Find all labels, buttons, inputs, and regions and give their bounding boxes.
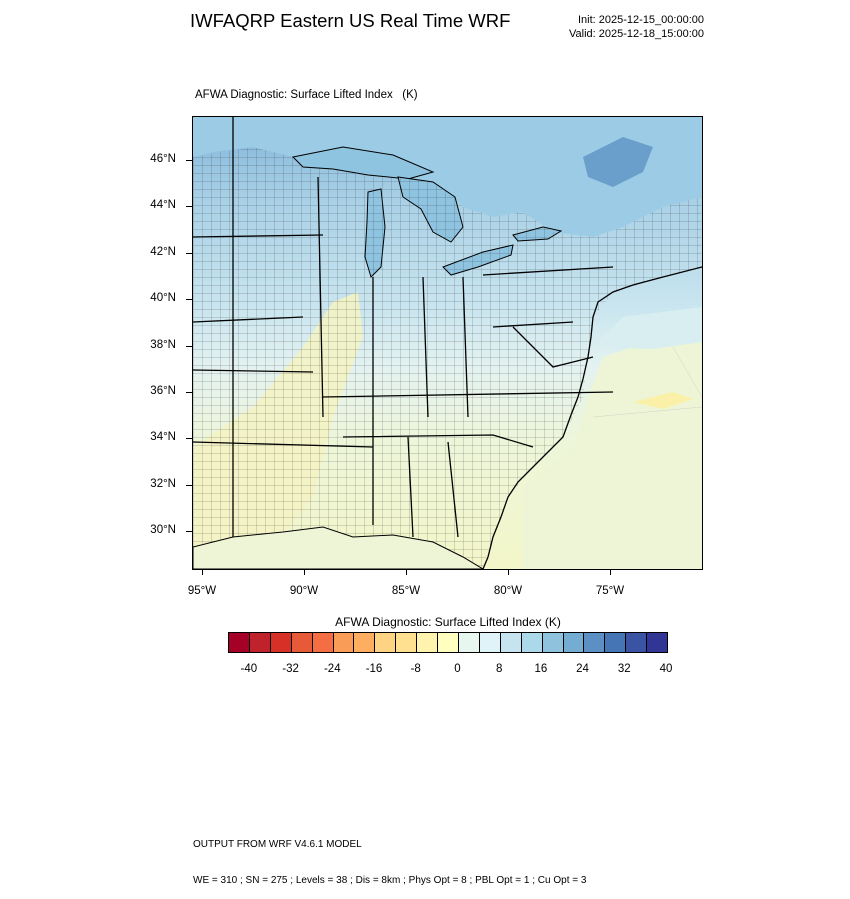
longitude-tick — [406, 569, 407, 575]
latitude-label: 32°N — [150, 478, 176, 490]
latitude-label: 38°N — [150, 339, 176, 351]
longitude-tick — [610, 569, 611, 575]
colorbar-swatch — [312, 633, 334, 652]
atlantic-ocean-mid — [593, 307, 702, 349]
latitude-label: 44°N — [150, 199, 176, 211]
latitude-label: 36°N — [150, 385, 176, 397]
colorbar-swatch — [563, 633, 585, 652]
field-subtitle: AFWA Diagnostic: Surface Lifted Index (K… — [195, 89, 418, 101]
colorbar-swatch — [521, 633, 543, 652]
colorbar-swatch — [375, 633, 397, 652]
colorbar-tick-label: -24 — [323, 663, 341, 675]
latitude-tick — [186, 206, 192, 207]
longitude-tick — [508, 569, 509, 575]
colorbar-swatch — [270, 633, 292, 652]
colorbar-tick-label: 40 — [659, 663, 673, 675]
latitude-label: 34°N — [150, 431, 176, 443]
longitude-tick — [202, 569, 203, 575]
lifted-index-map — [193, 117, 702, 569]
latitude-tick — [186, 160, 192, 161]
longitude-label: 90°W — [289, 585, 319, 597]
graticule — [592, 346, 702, 418]
colorbar-swatch — [417, 633, 439, 652]
latitude-tick — [186, 299, 192, 300]
instability-patch-ocean — [633, 392, 693, 409]
colorbar-tick-label: 16 — [534, 663, 548, 675]
colorbar-swatch — [479, 633, 501, 652]
colorbar-tick-label: -16 — [365, 663, 383, 675]
latitude-tick — [186, 392, 192, 393]
latitude-tick — [186, 438, 192, 439]
colorbar-swatch — [396, 633, 418, 652]
colorbar — [228, 632, 668, 653]
map-panel — [192, 116, 703, 570]
run-times: Init: 2025-12-15_00:00:00 Valid: 2025-12… — [569, 13, 704, 41]
colorbar-tick-label: 32 — [617, 663, 631, 675]
latitude-label: 46°N — [150, 153, 176, 165]
colorbar-swatch — [626, 633, 648, 652]
colorbar-swatch — [438, 633, 459, 652]
valid-time: Valid: 2025-12-18_15:00:00 — [569, 28, 704, 40]
longitude-label: 75°W — [595, 585, 625, 597]
colorbar-swatch — [291, 633, 313, 652]
canada-dark-patch — [583, 137, 653, 187]
colorbar-tick-label: 0 — [454, 663, 461, 675]
colorbar-tick-label: 8 — [495, 663, 503, 675]
model-info-line-1: OUTPUT FROM WRF V4.6.1 MODEL — [193, 839, 362, 850]
colorbar-title: AFWA Diagnostic: Surface Lifted Index (K… — [335, 615, 561, 629]
model-info-line-2: WE = 310 ; SN = 275 ; Levels = 38 ; Dis … — [193, 875, 587, 886]
colorbar-swatch — [500, 633, 522, 652]
colorbar-swatch — [458, 633, 480, 652]
longitude-label: 85°W — [391, 585, 421, 597]
colorbar-swatch — [605, 633, 627, 652]
latitude-tick — [186, 253, 192, 254]
state-boundaries — [193, 117, 614, 538]
latitude-tick — [186, 485, 192, 486]
county-boundaries — [193, 147, 702, 569]
atlantic-ocean-south — [523, 332, 702, 569]
canada-region — [193, 117, 702, 237]
colorbar-swatch — [584, 633, 606, 652]
longitude-label: 95°W — [187, 585, 217, 597]
colorbar-swatch — [354, 633, 376, 652]
colorbar-tick-label: -8 — [410, 663, 421, 675]
colorbar-swatch — [229, 633, 250, 652]
latitude-label: 30°N — [150, 524, 176, 536]
longitude-label: 80°W — [493, 585, 523, 597]
latitude-tick — [186, 531, 192, 532]
latitude-tick — [186, 346, 192, 347]
latitude-label: 42°N — [150, 246, 176, 258]
longitude-tick — [304, 569, 305, 575]
plot-title: IWFAQRP Eastern US Real Time WRF — [190, 10, 511, 31]
colorbar-swatch — [333, 633, 355, 652]
colorbar-swatch — [647, 633, 668, 652]
colorbar-swatch — [249, 633, 271, 652]
init-time: Init: 2025-12-15_00:00:00 — [578, 14, 704, 26]
colorbar-tick-label: 24 — [576, 663, 589, 675]
colorbar-swatch — [542, 633, 564, 652]
atlantic-coastline — [482, 266, 702, 569]
model-info: OUTPUT FROM WRF V4.6.1 MODEL WE = 310 ; … — [193, 815, 586, 899]
latitude-label: 40°N — [150, 292, 176, 304]
colorbar-tick-label: -40 — [240, 663, 258, 675]
colorbar-tick-label: -32 — [282, 663, 299, 675]
